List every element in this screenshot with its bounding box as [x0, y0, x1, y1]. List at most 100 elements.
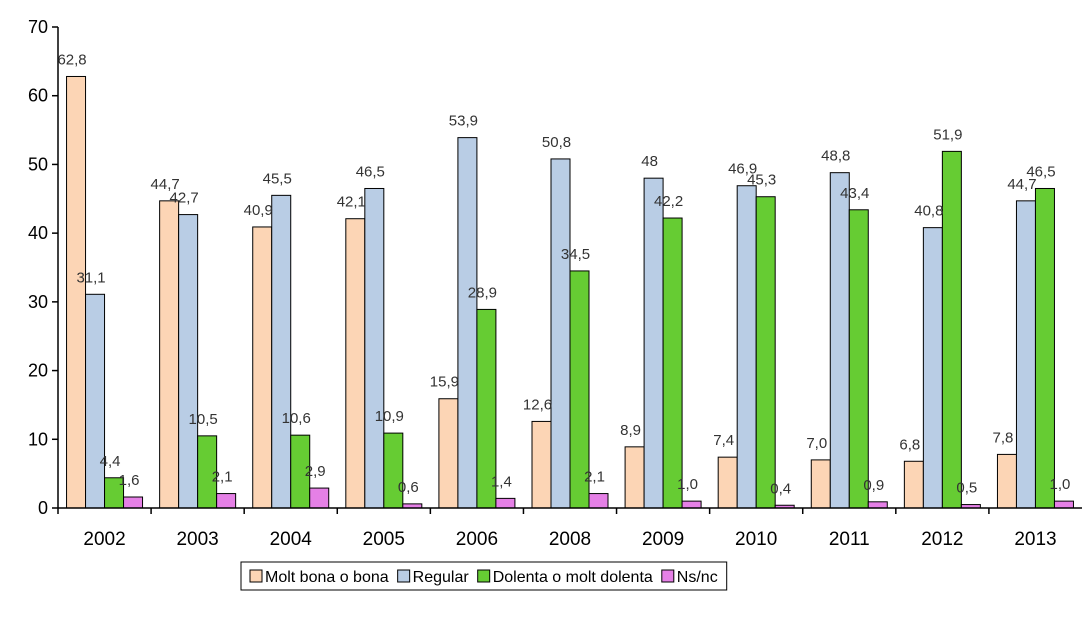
data-label: 0,6	[398, 479, 419, 496]
data-label: 10,5	[189, 411, 218, 428]
data-label: 6,8	[899, 436, 920, 453]
data-label: 1,0	[677, 476, 698, 493]
y-tick-label: 0	[38, 498, 48, 518]
y-tick-label: 50	[28, 154, 48, 174]
bar-ns-nc-2009	[681, 500, 702, 509]
bar-regular-2004	[271, 194, 292, 509]
data-label: 42,1	[337, 194, 366, 211]
data-label: 2,1	[212, 469, 233, 486]
y-tick-label: 30	[28, 292, 48, 312]
bar-molt-bona-o-bona-2011	[810, 459, 831, 509]
data-label: 1,0	[1050, 476, 1071, 493]
category-label: 2011	[829, 529, 870, 550]
data-label: 48	[641, 153, 658, 170]
bar-dolenta-o-molt-dolenta-2010	[755, 196, 776, 509]
legend-swatch	[477, 569, 491, 583]
data-label: 50,8	[542, 134, 571, 151]
bar-ns-nc-2011	[867, 501, 888, 509]
bar-dolenta-o-molt-dolenta-2009	[662, 217, 683, 509]
data-label: 42,2	[654, 193, 683, 210]
y-tick-label: 10	[28, 429, 48, 449]
y-tick-label: 40	[28, 223, 48, 243]
bar-ns-nc-2004	[309, 487, 330, 509]
bar-regular-2012	[922, 227, 943, 509]
data-label: 4,4	[100, 453, 121, 470]
data-label: 51,9	[933, 126, 962, 143]
data-label: 40,8	[914, 203, 943, 220]
legend-label: Ns/nc	[677, 569, 718, 586]
data-label: 1,6	[119, 472, 140, 489]
y-axis: 0 10 20 30 40 50 60 70	[28, 17, 59, 518]
legend-label: Molt bona o bona	[265, 569, 389, 586]
bar-dolenta-o-molt-dolenta-2013	[1034, 187, 1055, 509]
bar-molt-bona-o-bona-2002	[66, 75, 87, 509]
data-label: 31,1	[76, 269, 105, 286]
bar-regular-2010	[736, 185, 757, 509]
data-label: 10,9	[375, 408, 404, 425]
data-label: 44,7	[151, 176, 180, 193]
data-label: 2,1	[584, 469, 605, 486]
legend-swatch	[397, 569, 411, 583]
legend-label: Dolenta o molt dolenta	[493, 569, 653, 586]
bar-regular-2003	[178, 214, 199, 509]
bar-molt-bona-o-bona-2009	[624, 446, 645, 509]
bar-regular-2009	[643, 177, 664, 509]
bar-ns-nc-2002	[123, 496, 144, 509]
y-tick-label: 70	[28, 17, 48, 37]
y-tick-label: 20	[28, 361, 48, 381]
bar-molt-bona-o-bona-2012	[903, 460, 924, 509]
bar-dolenta-o-molt-dolenta-2012	[941, 150, 962, 509]
data-label: 10,6	[282, 410, 311, 427]
bar-molt-bona-o-bona-2013	[996, 453, 1017, 509]
category-label: 2002	[83, 529, 125, 550]
category-label: 2012	[921, 529, 963, 550]
legend-swatch	[661, 569, 675, 583]
data-label: 1,4	[491, 473, 512, 490]
data-label: 44,7	[1007, 176, 1036, 193]
category-label: 2004	[270, 529, 313, 550]
bar-ns-nc-2003	[216, 493, 237, 509]
bar-dolenta-o-molt-dolenta-2005	[383, 432, 404, 509]
legend: Molt bona o bona Regular Dolenta o molt do…	[240, 561, 728, 591]
data-label: 0,9	[863, 477, 884, 494]
category-label: 2013	[1014, 529, 1056, 550]
data-label: 53,9	[449, 113, 478, 130]
bar-regular-2008	[550, 158, 571, 509]
category-label: 2003	[176, 529, 218, 550]
bar-molt-bona-o-bona-2003	[159, 200, 180, 509]
bar-regular-2005	[364, 187, 385, 509]
data-label: 2,9	[305, 463, 326, 480]
data-label: 48,8	[821, 148, 850, 165]
data-label: 15,9	[430, 374, 459, 391]
legend-swatch	[249, 569, 263, 583]
data-label: 7,0	[806, 435, 827, 452]
data-label: 7,8	[993, 429, 1014, 446]
data-label: 45,5	[263, 170, 292, 187]
data-label: 0,4	[770, 480, 791, 497]
bar-molt-bona-o-bona-2004	[252, 226, 273, 509]
bar-regular-2002	[85, 293, 106, 509]
data-label: 46,5	[356, 163, 385, 180]
data-label: 46,9	[728, 161, 757, 178]
data-label: 7,4	[713, 432, 734, 449]
data-label: 46,5	[1026, 163, 1055, 180]
data-label: 28,9	[468, 284, 497, 301]
category-label: 2005	[363, 529, 405, 550]
bar-regular-2013	[1015, 200, 1036, 509]
bar-molt-bona-o-bona-2008	[531, 420, 552, 509]
bar-dolenta-o-molt-dolenta-2011	[848, 209, 869, 509]
bar-ns-nc-2008	[588, 493, 609, 509]
data-label: 43,4	[840, 185, 869, 202]
category-label: 2006	[456, 529, 498, 550]
data-label: 12,6	[523, 396, 552, 413]
category-label: 2008	[549, 529, 591, 550]
bar-ns-nc-2013	[1053, 500, 1074, 509]
bars	[66, 75, 1074, 509]
category-label: 2010	[735, 529, 777, 550]
data-label: 8,9	[620, 422, 641, 439]
bar-regular-2011	[829, 172, 850, 509]
bar-molt-bona-o-bona-2005	[345, 218, 366, 509]
bar-molt-bona-o-bona-2010	[717, 456, 738, 509]
category-label: 2009	[642, 529, 684, 550]
